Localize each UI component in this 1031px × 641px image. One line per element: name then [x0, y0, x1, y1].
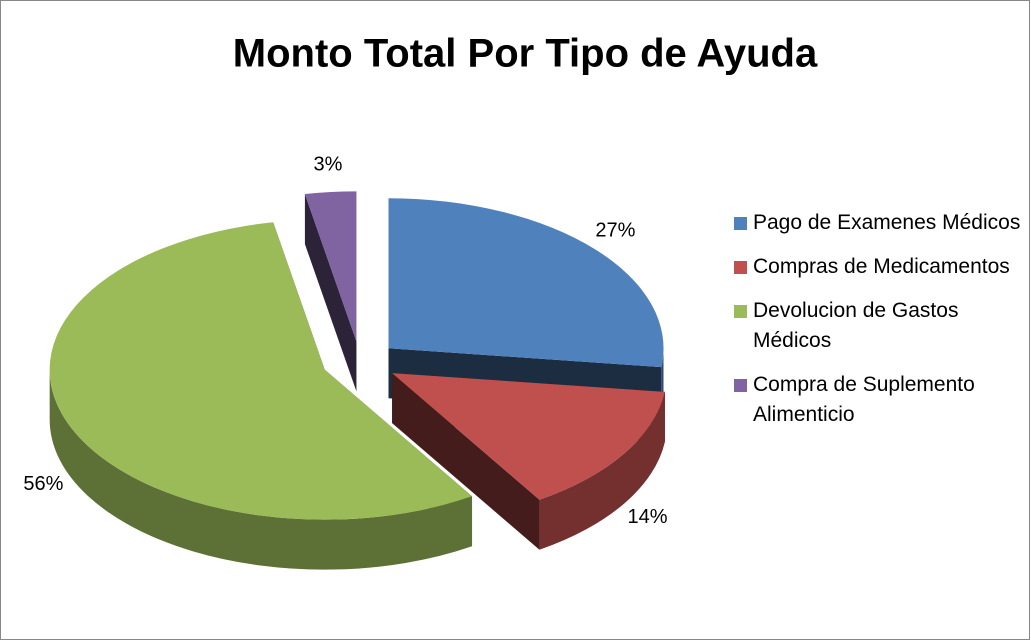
pie-slice: [392, 373, 665, 500]
pie-slice: [388, 198, 664, 368]
legend-swatch: [734, 305, 747, 318]
legend-item: Devolucion de Gastos Médicos: [734, 296, 1024, 356]
legend-item: Pago de Examenes Médicos: [734, 208, 1024, 238]
slice-side: [392, 373, 540, 550]
slice-wall: [539, 391, 665, 550]
data-label: 27%: [595, 220, 635, 242]
data-label: 14%: [627, 506, 667, 528]
slice-side: [304, 194, 357, 392]
legend-swatch: [734, 261, 747, 274]
pie-slice: [304, 191, 357, 342]
legend-swatch: [734, 217, 747, 230]
legend-swatch: [734, 379, 747, 392]
legend-item: Compra de Suplemento Alimenticio: [734, 370, 1024, 430]
legend: Pago de Examenes Médicos Compras de Medic…: [734, 208, 1024, 444]
pie-slice: [49, 222, 473, 520]
chart-title: Monto Total Por Tipo de Ayuda: [233, 32, 818, 76]
legend-label: Pago de Examenes Médicos: [753, 211, 1021, 234]
data-label: 56%: [23, 473, 63, 495]
legend-item: Compras de Medicamentos: [734, 252, 1024, 282]
legend-label: Compra de Suplemento Alimenticio: [753, 373, 975, 426]
slice-wall: [49, 369, 473, 570]
legend-label: Compras de Medicamentos: [753, 255, 1010, 278]
data-label: 3%: [314, 153, 343, 175]
legend-label: Devolucion de Gastos Médicos: [753, 299, 959, 352]
